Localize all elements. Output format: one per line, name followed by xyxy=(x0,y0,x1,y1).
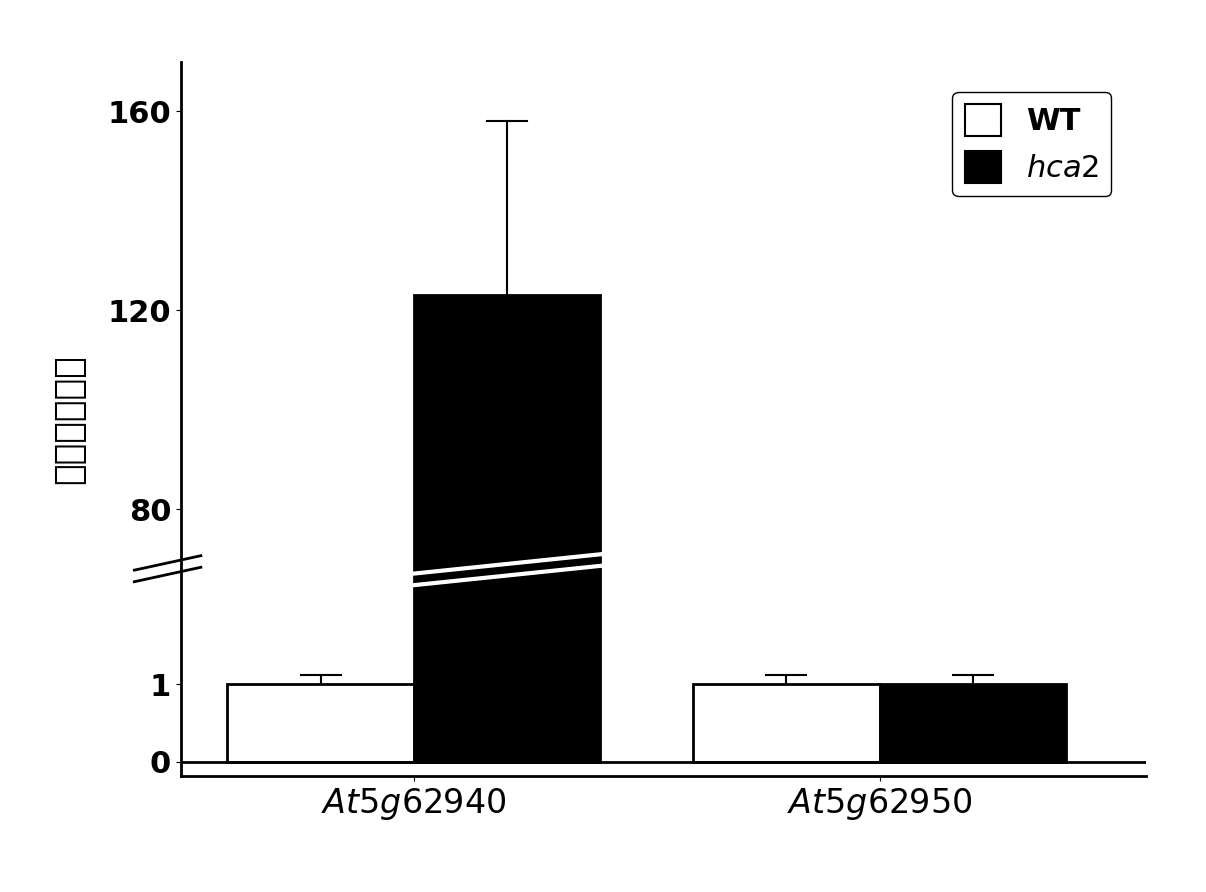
Bar xyxy=(693,684,879,762)
Bar xyxy=(414,295,601,762)
Legend: WT, $\mathit{hca2}$: WT, $\mathit{hca2}$ xyxy=(953,92,1111,195)
Bar xyxy=(879,684,1066,762)
Y-axis label: 相对表达水平: 相对表达水平 xyxy=(53,354,87,484)
Bar xyxy=(228,684,414,762)
